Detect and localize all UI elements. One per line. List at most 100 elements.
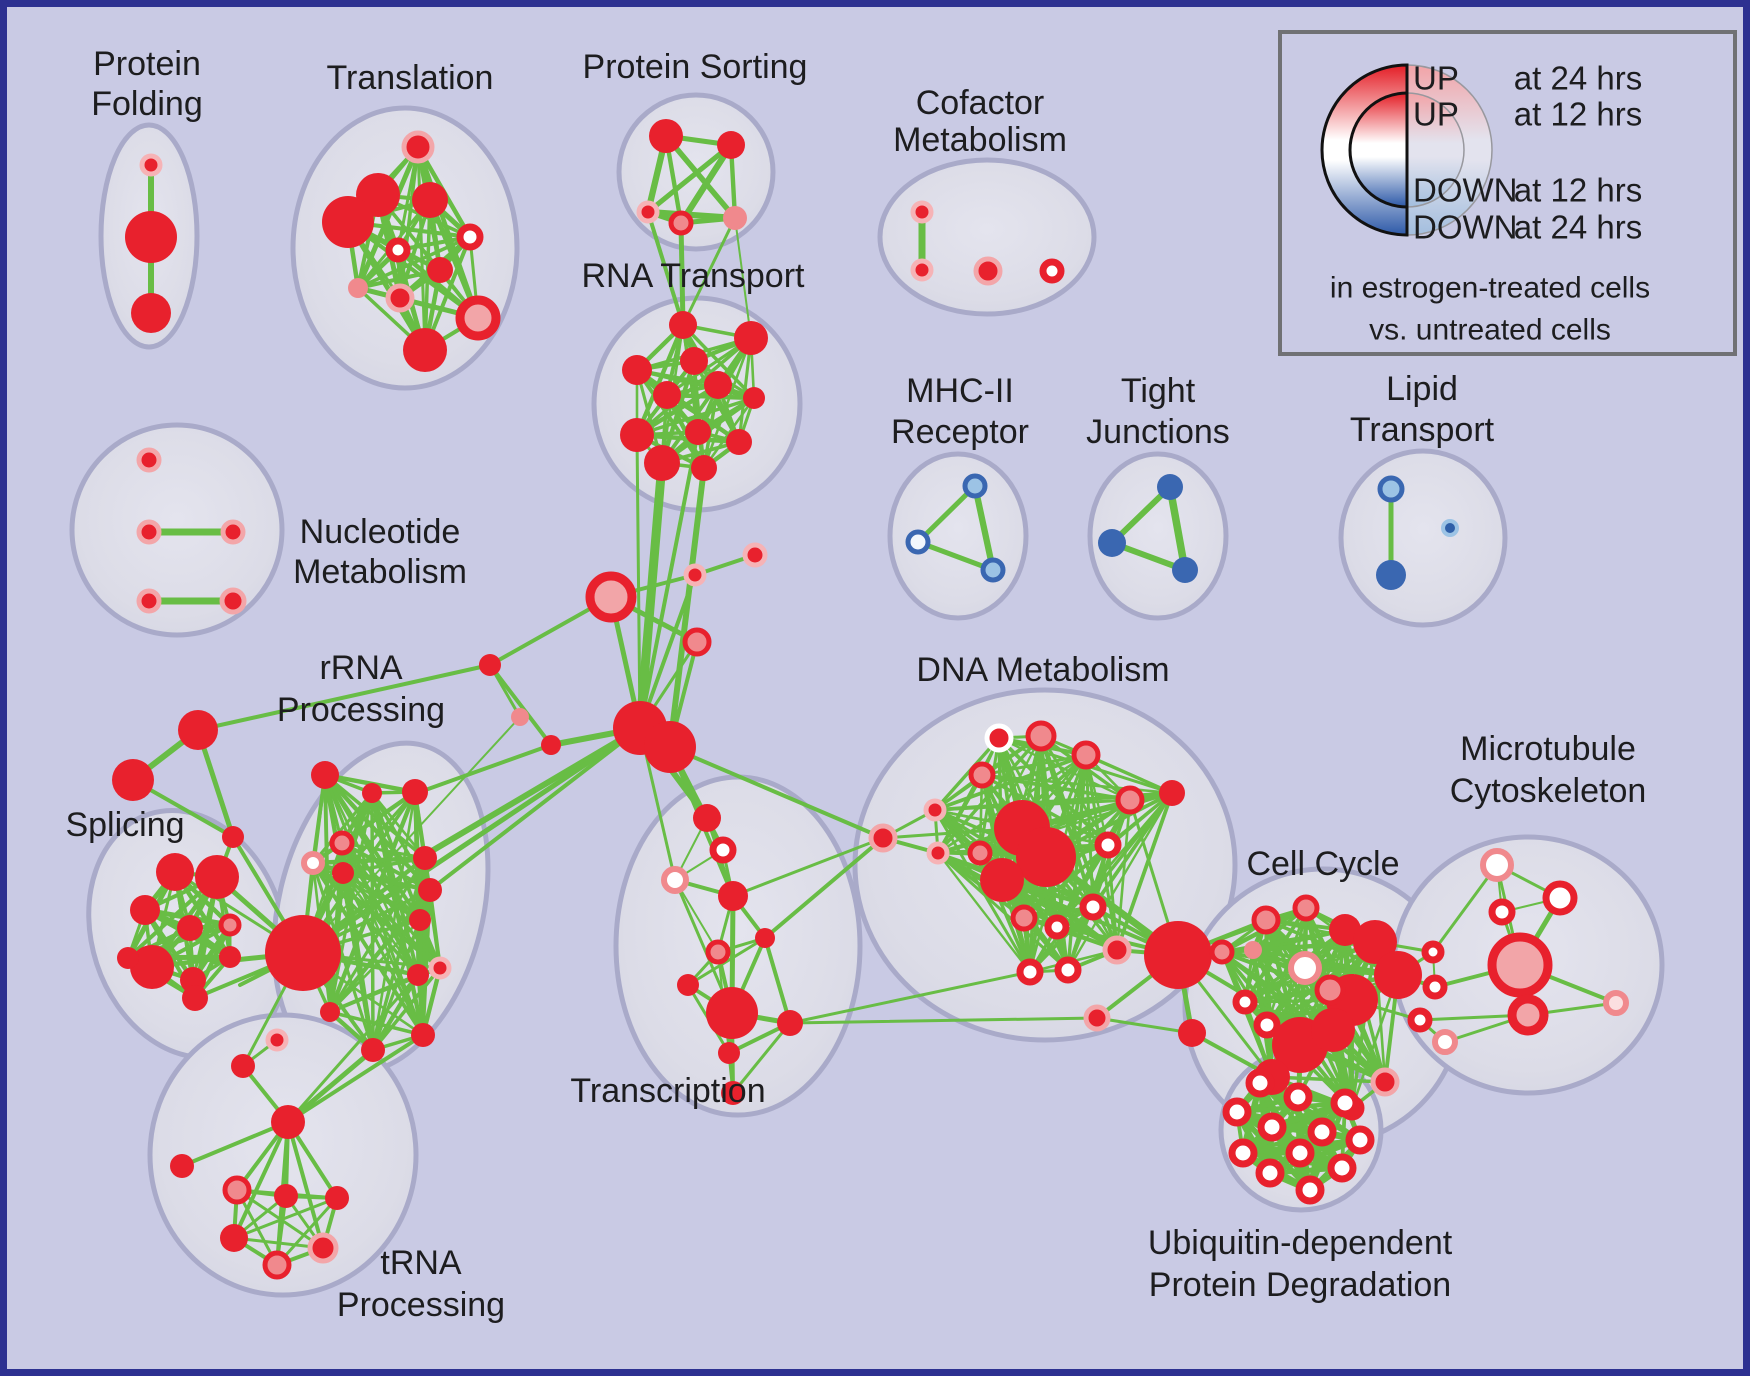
- gene-node: [1407, 1007, 1433, 1033]
- gene-node: [1542, 880, 1578, 916]
- interaction-edge: [635, 336, 753, 437]
- interaction-edge: [180, 1120, 290, 1168]
- interaction-edge: [285, 1047, 376, 1125]
- gene-node: [401, 130, 435, 164]
- interaction-edge: [235, 1188, 325, 1250]
- gene-node: [1283, 1082, 1313, 1112]
- interaction-edge: [488, 663, 553, 747]
- gene-node: [455, 295, 501, 341]
- interaction-edge: [310, 855, 428, 866]
- gene-node: [1307, 1117, 1337, 1147]
- interaction-edge: [663, 133, 738, 221]
- gene-node: [332, 862, 354, 884]
- interaction-edge: [763, 936, 792, 1025]
- gene-node: [222, 826, 244, 848]
- gene-node: [402, 779, 428, 805]
- interaction-edge: [681, 216, 737, 327]
- interaction-edge: [370, 791, 375, 1052]
- interaction-edge: [980, 753, 1088, 777]
- cluster-label-ubiquitin-degradation: Protein Degradation: [1149, 1266, 1451, 1304]
- interaction-edge: [915, 483, 978, 545]
- gene-node: [136, 588, 162, 614]
- gene-node: [325, 1186, 349, 1210]
- gene-node: [1054, 956, 1082, 984]
- legend-donut-inner-vivid: [1348, 91, 1409, 209]
- gene-node: [622, 355, 652, 385]
- interaction-edge: [788, 970, 1032, 1025]
- gene-node: [755, 928, 775, 948]
- interaction-edge: [668, 745, 885, 840]
- gene-node: [1039, 258, 1065, 284]
- gene-node: [409, 909, 431, 931]
- cluster-label-trna-processing: Processing: [337, 1286, 505, 1324]
- interaction-edge: [428, 726, 642, 892]
- gene-node: [709, 836, 737, 864]
- legend-time-label: at 12 hrs: [1514, 96, 1642, 133]
- gene-node: [479, 654, 501, 676]
- gene-node: [1292, 894, 1320, 922]
- gene-node: [734, 321, 768, 355]
- gene-node: [682, 627, 712, 657]
- cluster-label-protein-folding: Folding: [91, 85, 203, 123]
- cluster-label-dna-metabolism: DNA Metabolism: [916, 651, 1169, 689]
- interaction-edge: [1270, 1075, 1387, 1084]
- gene-node: [1480, 848, 1514, 882]
- interaction-edge: [328, 1010, 425, 1037]
- interaction-edge: [1115, 791, 1174, 952]
- gene-node: [231, 1054, 255, 1078]
- cluster-ellipse-trna-processing: [147, 1012, 419, 1298]
- gene-node: [1071, 740, 1101, 770]
- interaction-edge: [1084, 753, 1095, 909]
- legend-time-label: at 24 hrs: [1514, 60, 1642, 97]
- interaction-edge: [1095, 1016, 1194, 1035]
- gene-node: [636, 200, 660, 224]
- interaction-edge: [788, 1016, 1099, 1025]
- interaction-edge: [635, 433, 642, 730]
- interaction-edge: [1267, 1100, 1348, 1176]
- interaction-edge: [638, 573, 697, 730]
- gene-node: [1115, 785, 1145, 815]
- gene-node: [1432, 1029, 1458, 1055]
- gene-node: [777, 1010, 803, 1036]
- cluster-ellipse-lipid-transport: [1338, 448, 1508, 628]
- legend-direction-label: DOWN: [1413, 172, 1517, 209]
- gene-node: [973, 256, 1003, 286]
- gene-node: [683, 563, 707, 587]
- gene-node: [649, 119, 683, 153]
- interaction-edge: [356, 268, 442, 290]
- cluster-label-transcription: Transcription: [570, 1072, 765, 1110]
- cluster-label-protein-folding: Protein: [93, 45, 201, 83]
- gene-node: [693, 804, 721, 832]
- gene-node: [1159, 780, 1185, 806]
- interaction-edge: [370, 972, 421, 1053]
- gene-node: [412, 182, 448, 218]
- cluster-label-tight-junctions: Junctions: [1086, 413, 1230, 451]
- gene-node: [1507, 994, 1549, 1036]
- gene-node: [984, 723, 1014, 753]
- gene-node: [219, 946, 241, 968]
- interaction-edge: [415, 743, 553, 795]
- gene-node: [156, 853, 194, 891]
- gene-node: [1251, 905, 1281, 935]
- interaction-edge: [328, 918, 422, 1014]
- gene-node: [348, 278, 368, 298]
- interaction-edge: [635, 368, 706, 470]
- gene-node: [980, 858, 1024, 902]
- gene-node: [1245, 1068, 1275, 1098]
- gene-node: [910, 200, 934, 224]
- gene-node: [910, 258, 934, 282]
- gene-node: [742, 542, 768, 568]
- gene-node: [1285, 1138, 1315, 1168]
- gene-node: [125, 211, 177, 263]
- interaction-edge: [341, 856, 427, 875]
- interaction-edge: [646, 210, 685, 327]
- interaction-edge: [763, 836, 885, 940]
- gene-node: [967, 840, 993, 866]
- interaction-edge: [635, 458, 667, 733]
- interaction-edge: [936, 851, 1032, 974]
- interaction-edge: [971, 482, 997, 574]
- gene-node: [265, 1028, 289, 1052]
- gene-node: [706, 987, 758, 1039]
